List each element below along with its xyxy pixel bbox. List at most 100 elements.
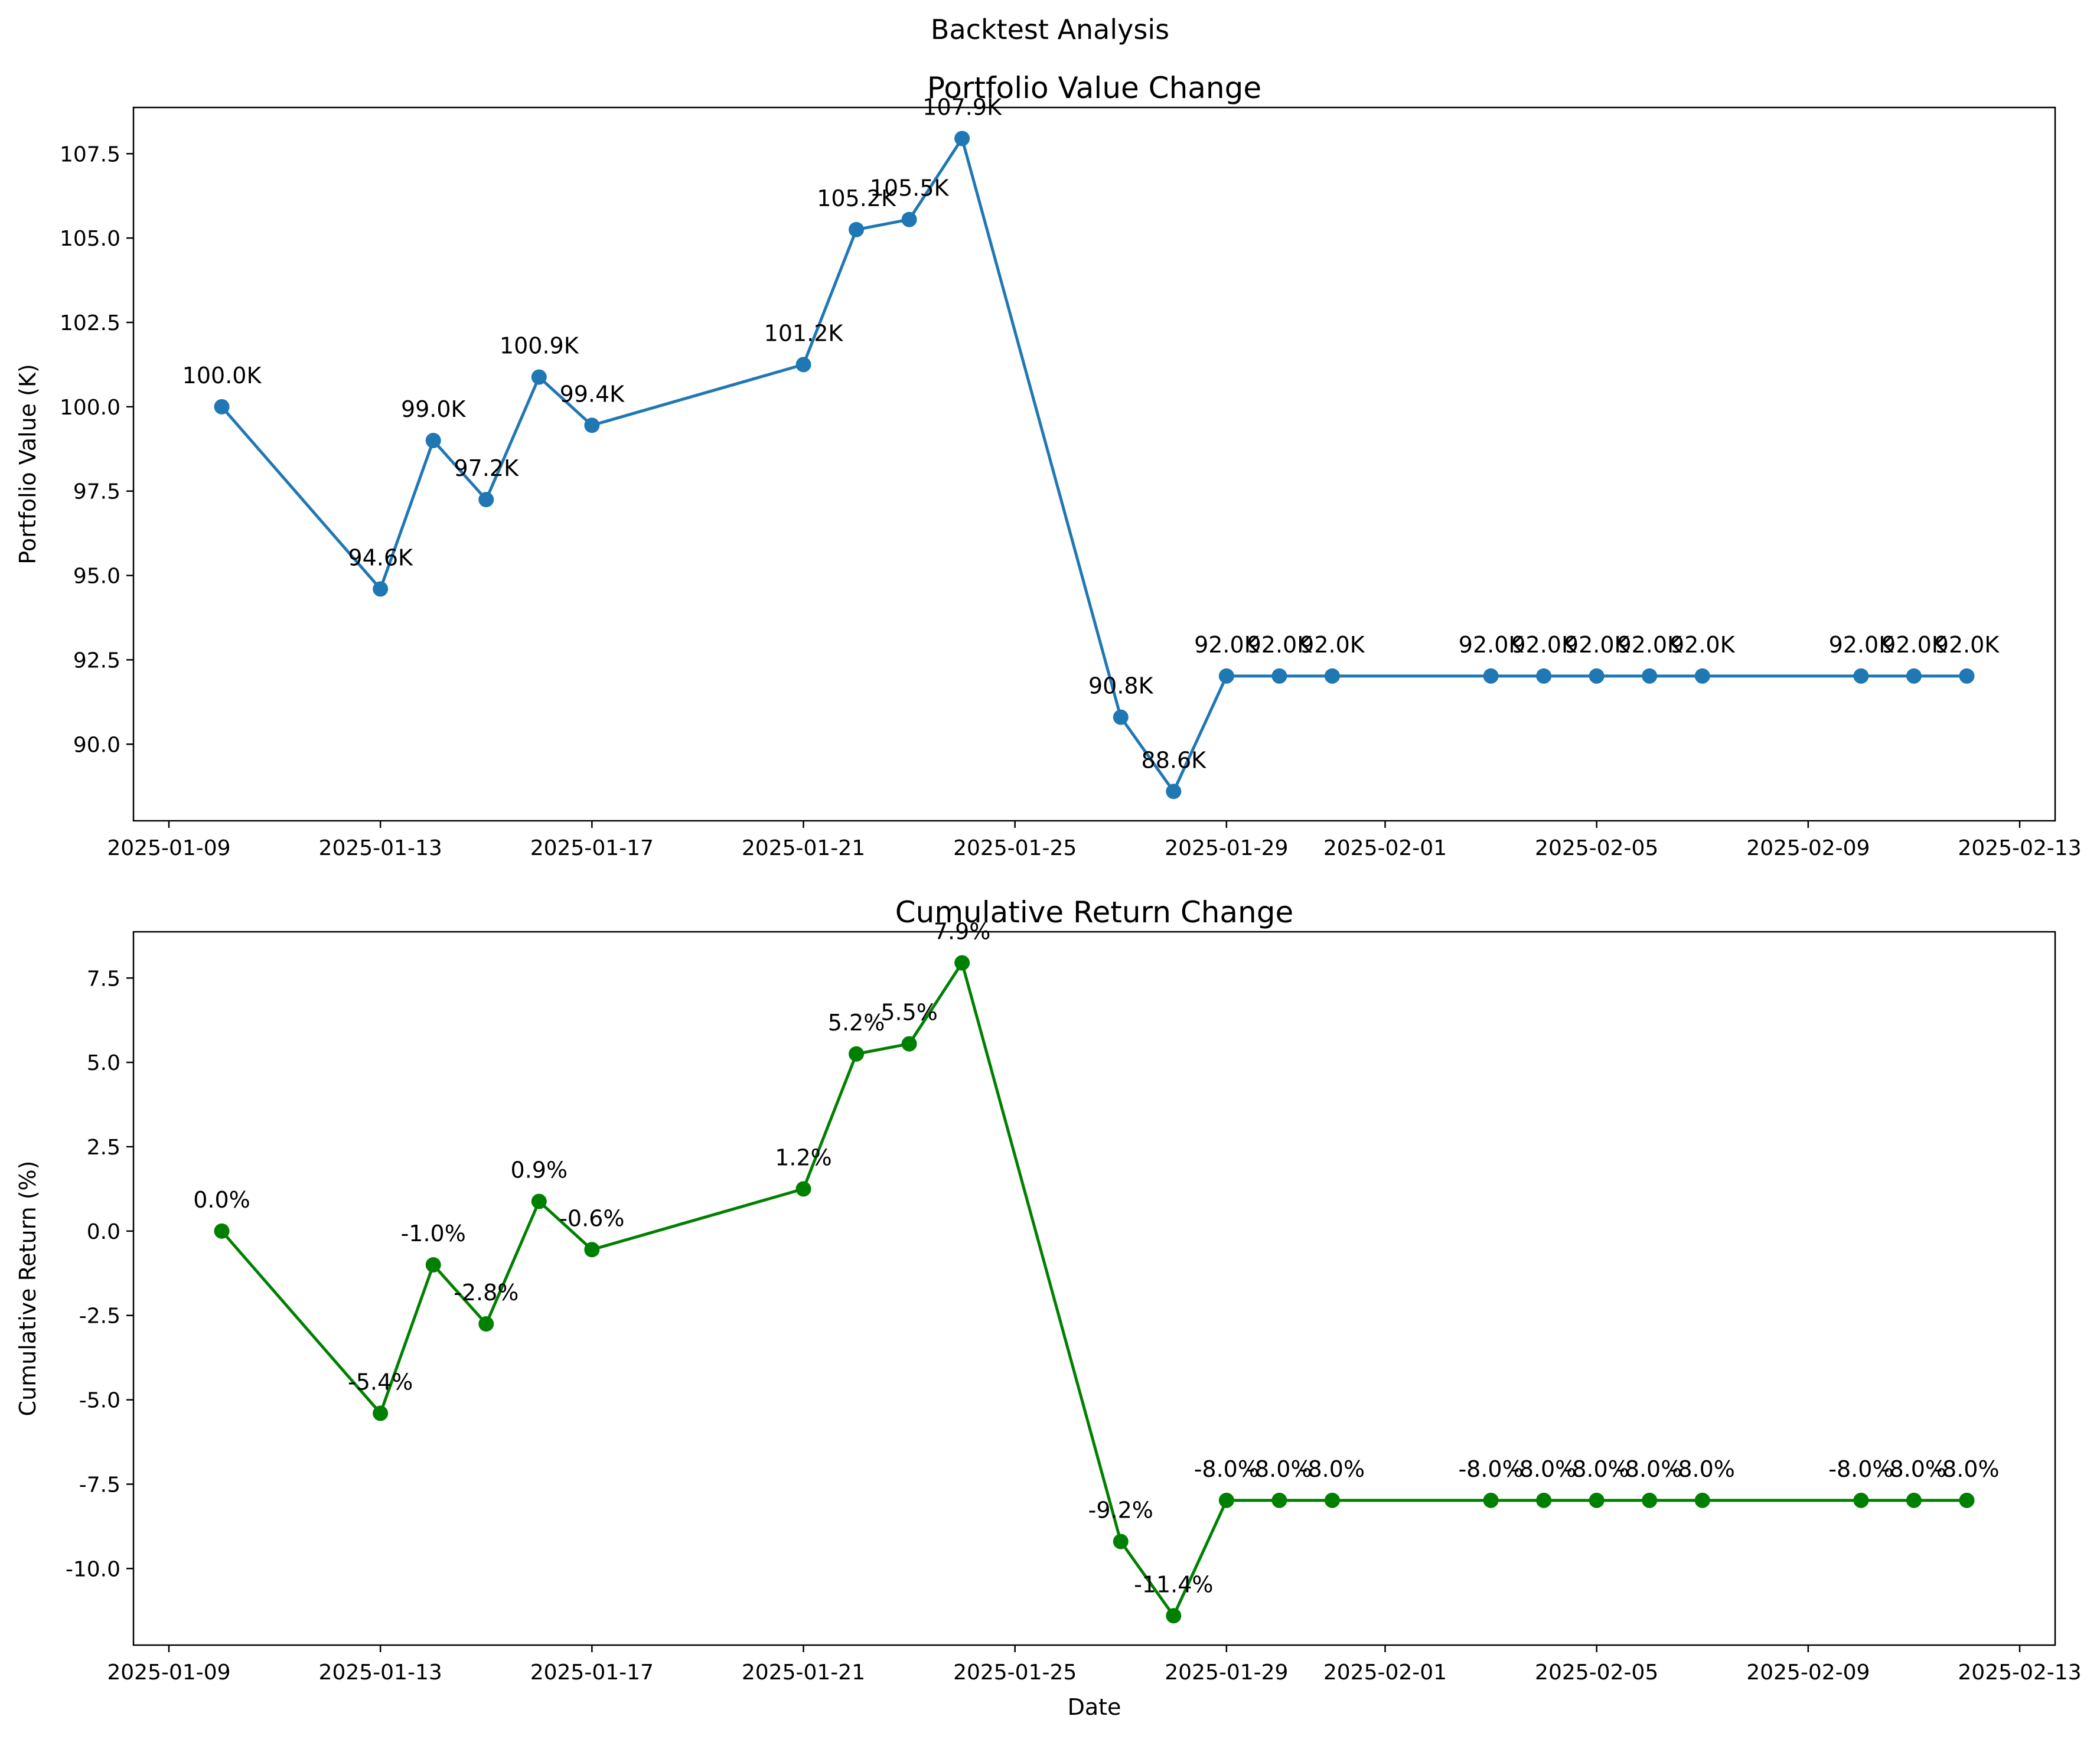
return-data-label: -5.4% (348, 1369, 413, 1395)
return-x-tick-label: 2025-01-21 (742, 1660, 865, 1685)
portfolio-data-label: 92.0K (1247, 632, 1313, 658)
return-axes-frame (132, 931, 2056, 1646)
portfolio-data-point (954, 130, 970, 146)
portfolio-data-point (373, 581, 389, 597)
portfolio-data-point (1324, 668, 1340, 684)
portfolio-data-label: 99.4K (560, 381, 625, 407)
return-data-point (373, 1405, 389, 1421)
portfolio-data-label: 107.9K (922, 94, 1002, 120)
portfolio-data-point (1642, 668, 1658, 684)
return-data-point (1113, 1534, 1129, 1549)
return-data-label: 5.5% (881, 1000, 938, 1026)
portfolio-y-tick-label: 102.5 (60, 311, 120, 335)
portfolio-y-tick-label: 97.5 (73, 480, 120, 504)
return-data-label: -8.0% (1300, 1456, 1365, 1482)
return-data-point (478, 1316, 494, 1332)
return-x-tick-label: 2025-01-29 (1165, 1660, 1288, 1685)
portfolio-data-point (1906, 668, 1922, 684)
return-data-point (425, 1257, 441, 1273)
portfolio-data-point (425, 433, 441, 448)
return-data-label: 0.9% (511, 1157, 568, 1183)
portfolio-data-label: 92.0K (1881, 632, 1947, 658)
cumulative-return-axes: Cumulative Return Change 2025-01-09 2025-0… (15, 895, 2082, 1720)
return-data-point (901, 1036, 917, 1052)
portfolio-x-tick-label: 2025-02-01 (1323, 836, 1447, 860)
return-data-point (1959, 1492, 1975, 1508)
return-data-label: 1.2% (775, 1144, 832, 1170)
figure-suptitle: Backtest Analysis (931, 14, 1169, 45)
return-data-label: -8.0% (1934, 1456, 1999, 1482)
portfolio-data-point (1166, 784, 1182, 800)
portfolio-x-tick-label: 2025-01-29 (1165, 836, 1288, 860)
return-data-point (954, 955, 970, 971)
portfolio-y-tick-label: 105.0 (60, 227, 120, 251)
return-y-tick-label: -10.0 (66, 1557, 120, 1581)
return-y-tick-label: 5.0 (87, 1051, 120, 1075)
return-data-point (1853, 1492, 1869, 1508)
return-data-point (1483, 1492, 1499, 1508)
return-y-axis-label: Cumulative Return (%) (15, 1161, 41, 1417)
portfolio-data-point (1589, 668, 1605, 684)
portfolio-data-point (1113, 709, 1129, 725)
return-y-tick-label: 7.5 (87, 967, 120, 991)
return-x-tick-label: 2025-02-01 (1323, 1660, 1447, 1685)
portfolio-data-point (795, 357, 811, 373)
portfolio-data-label: 97.2K (454, 455, 519, 481)
portfolio-data-label: 100.0K (182, 363, 262, 389)
portfolio-data-label: 88.6K (1142, 747, 1207, 773)
return-data-label: 0.0% (193, 1187, 250, 1213)
return-data-label: -2.8% (454, 1280, 519, 1306)
portfolio-y-tick-label: 107.5 (60, 142, 120, 167)
portfolio-y-tick-label: 90.0 (73, 733, 120, 757)
return-data-point (1166, 1608, 1182, 1624)
portfolio-data-label: 92.0K (1459, 632, 1524, 658)
return-data-label: -8.0% (1828, 1456, 1893, 1482)
return-data-label: -8.0% (1194, 1456, 1259, 1482)
return-x-tick-label: 2025-01-17 (530, 1660, 654, 1685)
portfolio-data-label: 90.8K (1088, 673, 1154, 699)
return-data-label: -0.6% (559, 1205, 624, 1231)
return-x-tick-label: 2025-02-09 (1746, 1660, 1870, 1685)
return-data-label: -8.0% (1458, 1456, 1523, 1482)
return-data-label: 7.9% (934, 919, 991, 945)
portfolio-data-point (849, 221, 865, 237)
return-data-label: -9.2% (1088, 1497, 1153, 1523)
portfolio-data-point (1959, 668, 1975, 684)
return-x-tick-label: 2025-01-13 (319, 1660, 442, 1685)
portfolio-data-label: 105.5K (870, 175, 950, 201)
return-data-label: -11.4% (1134, 1571, 1213, 1597)
portfolio-x-tick-label: 2025-01-17 (530, 836, 654, 860)
return-x-tick-label: 2025-02-05 (1535, 1660, 1658, 1685)
portfolio-data-label: 99.0K (401, 396, 467, 422)
return-data-point (214, 1223, 230, 1239)
return-data-label: -8.0% (1670, 1456, 1735, 1482)
portfolio-axes-frame (132, 106, 2056, 822)
portfolio-data-point (1483, 668, 1499, 684)
return-y-tick-label: -2.5 (79, 1304, 120, 1329)
return-data-point (1271, 1492, 1287, 1508)
portfolio-x-tick-label: 2025-02-09 (1746, 836, 1870, 860)
return-x-axis-label: Date (1068, 1694, 1121, 1720)
portfolio-data-label: 101.2K (764, 320, 844, 346)
portfolio-x-tick-label: 2025-02-05 (1535, 836, 1658, 860)
return-y-tick-label: 0.0 (87, 1220, 120, 1244)
portfolio-data-label: 92.0K (1511, 632, 1577, 658)
portfolio-data-label: 92.0K (1564, 632, 1630, 658)
portfolio-data-point (901, 211, 917, 227)
portfolio-data-point (1694, 668, 1710, 684)
return-data-label: 5.2% (828, 1010, 885, 1036)
portfolio-x-tick-label: 2025-01-09 (107, 836, 230, 860)
return-data-point (531, 1193, 547, 1209)
return-data-point (1536, 1492, 1552, 1508)
portfolio-chart-title: Portfolio Value Change (927, 71, 1261, 105)
return-data-label: -1.0% (401, 1221, 466, 1247)
portfolio-data-label: 94.6K (348, 544, 413, 570)
return-chart-title: Cumulative Return Change (895, 895, 1294, 929)
portfolio-x-tick-label: 2025-01-13 (319, 836, 442, 860)
return-y-tick-label: -7.5 (79, 1473, 120, 1497)
portfolio-x-tick-label: 2025-01-25 (953, 836, 1077, 860)
return-data-point (795, 1181, 811, 1197)
portfolio-data-point (1271, 668, 1287, 684)
